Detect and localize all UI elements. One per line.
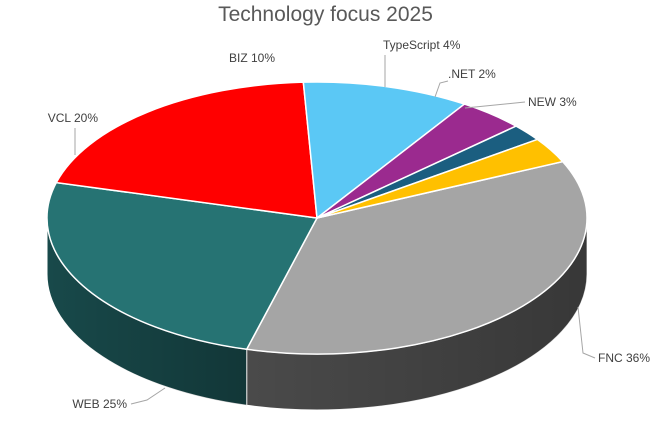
leader-line-web bbox=[130, 387, 166, 405]
pie-side-shade bbox=[47, 218, 247, 406]
chart-title: Technology focus 2025 bbox=[218, 3, 433, 26]
leader-line-new bbox=[464, 101, 526, 109]
pie-slice-vcl bbox=[55, 81, 318, 219]
data-label-web: WEB 25% bbox=[72, 397, 127, 411]
leader-line-fnc bbox=[577, 306, 596, 359]
pie-side-shade bbox=[246, 218, 587, 410]
data-label-vcl: VCL 20% bbox=[48, 111, 99, 125]
leader-line-net bbox=[434, 80, 449, 98]
pie-slice-new bbox=[316, 138, 565, 219]
data-label-fnc: FNC 36% bbox=[598, 351, 650, 365]
data-label-biz: BIZ 10% bbox=[229, 51, 275, 65]
pie-slice-fnc bbox=[245, 160, 588, 355]
data-label-net: .NET 2% bbox=[448, 67, 496, 81]
pie-slice-web bbox=[46, 181, 319, 351]
pie-slice-biz bbox=[302, 81, 467, 220]
data-label-typescript: TypeScript 4% bbox=[383, 38, 461, 52]
data-label-new: NEW 3% bbox=[528, 95, 577, 109]
